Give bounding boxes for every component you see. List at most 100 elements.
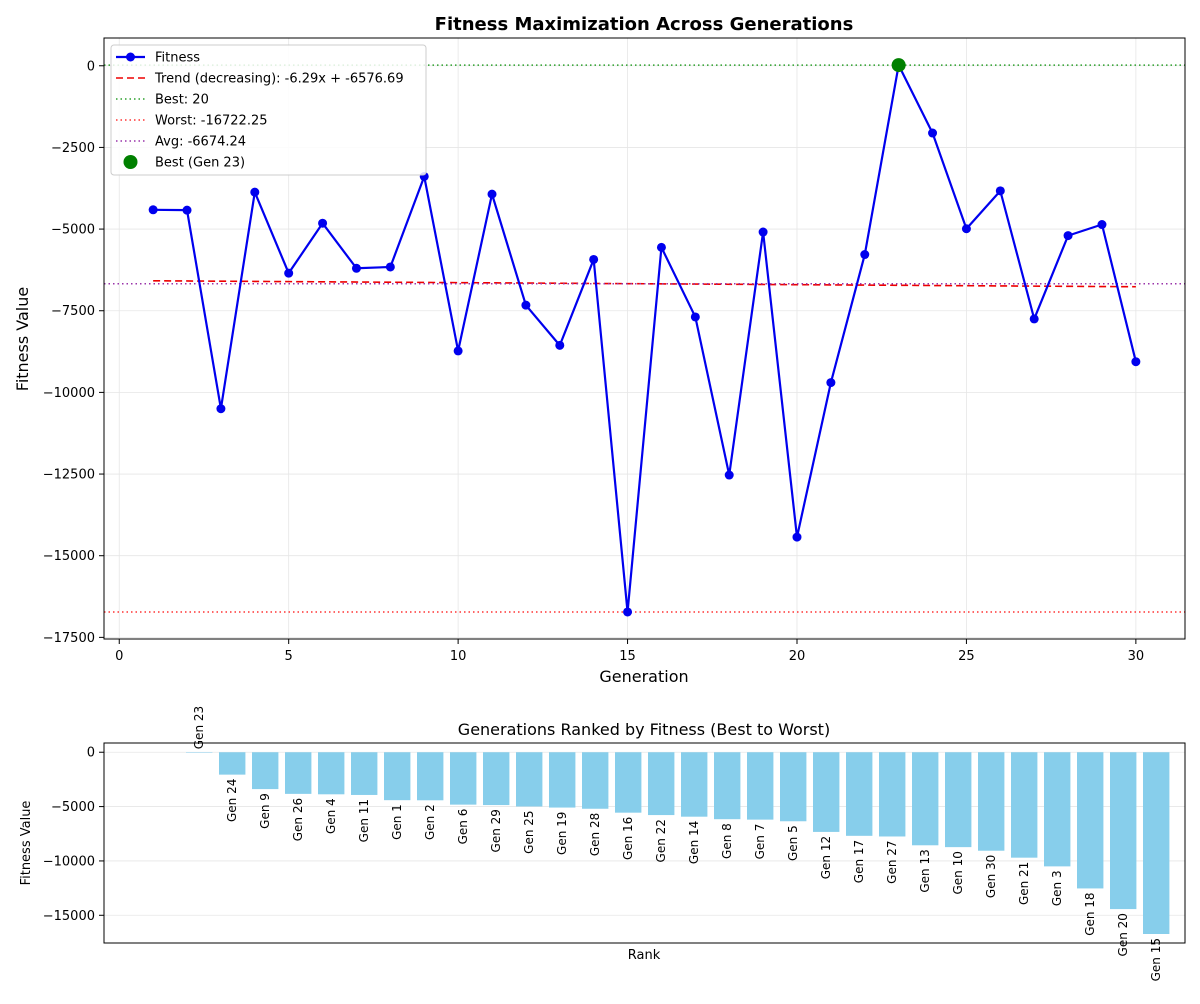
data-point (318, 218, 328, 228)
trend-line (153, 279, 1136, 288)
x-tick-label: 0 (115, 649, 123, 664)
bar-label: Gen 18 (1083, 892, 1097, 935)
data-point (555, 340, 565, 350)
data-point (284, 268, 294, 278)
x-tick-label: 5 (285, 649, 293, 664)
data-point (1131, 357, 1141, 367)
data-point (724, 470, 734, 480)
bar (186, 752, 213, 753)
bar-label: Gen 20 (1116, 913, 1130, 956)
data-point (961, 224, 971, 234)
bar-label: Gen 21 (1017, 862, 1031, 905)
bar (285, 752, 312, 794)
data-point (623, 607, 633, 617)
bar (219, 752, 246, 775)
data-point (826, 378, 836, 388)
bar (615, 752, 642, 813)
bar-label: Gen 8 (720, 823, 734, 859)
line-chart: 0 5 10 15 20 25 30 0 −2500 −5000 −7500 −10000 −12500… (43, 37, 1186, 664)
bar (318, 752, 345, 795)
bar-y-tick-label: 0 (87, 746, 95, 761)
bar (846, 752, 873, 836)
bar-y-tick-label: −15000 (43, 909, 95, 924)
bar (1077, 752, 1104, 889)
line-chart-x-axis-label: Generation (599, 667, 688, 686)
x-tick-label: 10 (450, 649, 467, 664)
bar (1044, 752, 1071, 867)
bar (516, 752, 543, 807)
bar (483, 752, 510, 806)
bar (813, 752, 840, 832)
data-point (216, 404, 226, 414)
bar (1110, 752, 1137, 910)
bar-chart-y-axis-label: Fitness Value (19, 801, 34, 886)
data-point (758, 227, 768, 237)
legend-label: Fitness (155, 51, 200, 66)
bar (351, 752, 378, 795)
data-point (589, 254, 599, 264)
bar (681, 752, 708, 817)
bar-chart: 0 −5000 −10000 −15000 Gen 23 Gen 24 Gen 9 Gen 2… (43, 706, 1186, 981)
best-point-marker (891, 58, 906, 73)
data-point (1063, 231, 1073, 241)
y-tick-label: −5000 (51, 223, 95, 238)
bar (252, 752, 279, 790)
data-point (860, 250, 870, 260)
y-tick-label: −10000 (43, 386, 95, 401)
bar-label: Gen 12 (819, 836, 833, 879)
line-chart-y-axis-label: Fitness Value (13, 287, 32, 391)
y-tick-label: −15000 (43, 549, 95, 564)
bar-label: Gen 30 (984, 855, 998, 898)
y-tick-label: 0 (87, 59, 95, 74)
bar-label: Gen 26 (291, 798, 305, 841)
bar-label: Gen 14 (687, 821, 701, 864)
bar-label: Gen 16 (621, 817, 635, 860)
bar (549, 752, 576, 808)
bar-label: Gen 5 (786, 825, 800, 861)
line-chart-title: Fitness Maximization Across Generations (435, 14, 854, 35)
bar (945, 752, 972, 848)
bar (912, 752, 939, 846)
bar (780, 752, 807, 822)
bar-chart-x-axis-label: Rank (628, 948, 661, 963)
bar-label: Gen 29 (489, 809, 503, 852)
legend-label: Avg: -6674.24 (155, 135, 246, 150)
bar-y-tick-label: −10000 (43, 854, 95, 869)
bar-plot-frame (103, 742, 1186, 944)
series-line (153, 64, 1137, 614)
data-point (792, 532, 802, 542)
legend-label: Best (Gen 23) (155, 156, 245, 171)
legend-label: Best: 20 (155, 93, 209, 108)
bar-label: Gen 3 (1050, 870, 1064, 906)
x-tick-label: 25 (958, 649, 975, 664)
y-tick-label: −12500 (43, 468, 95, 483)
bar-label: Gen 17 (852, 840, 866, 883)
y-tick-label: −17500 (43, 631, 95, 646)
bar-label: Gen 27 (885, 840, 899, 883)
bar-label: Gen 10 (951, 851, 965, 894)
bar (417, 752, 444, 801)
bar-label: Gen 23 (192, 706, 206, 749)
bar-label: Gen 24 (225, 779, 239, 822)
x-tick-label: 30 (1128, 649, 1145, 664)
bar-label: Gen 6 (456, 809, 470, 845)
bar (879, 752, 906, 837)
bar (1143, 752, 1170, 935)
y-tick-label: −2500 (51, 141, 95, 156)
data-point (1029, 314, 1039, 324)
bar (978, 752, 1005, 851)
bar-label: Gen 4 (324, 798, 338, 834)
bar-label: Gen 25 (522, 810, 536, 853)
legend-swatch-dot (123, 155, 138, 169)
bar (648, 752, 675, 816)
data-point (690, 312, 700, 322)
bar-label: Gen 2 (423, 804, 437, 840)
bar (582, 752, 609, 809)
bar-label: Gen 15 (1149, 938, 1163, 981)
bar-chart-title: Generations Ranked by Fitness (Best to W… (458, 720, 830, 739)
legend-swatch-marker (126, 52, 135, 62)
legend-label: Worst: -16722.25 (155, 114, 268, 129)
data-point (928, 128, 938, 138)
